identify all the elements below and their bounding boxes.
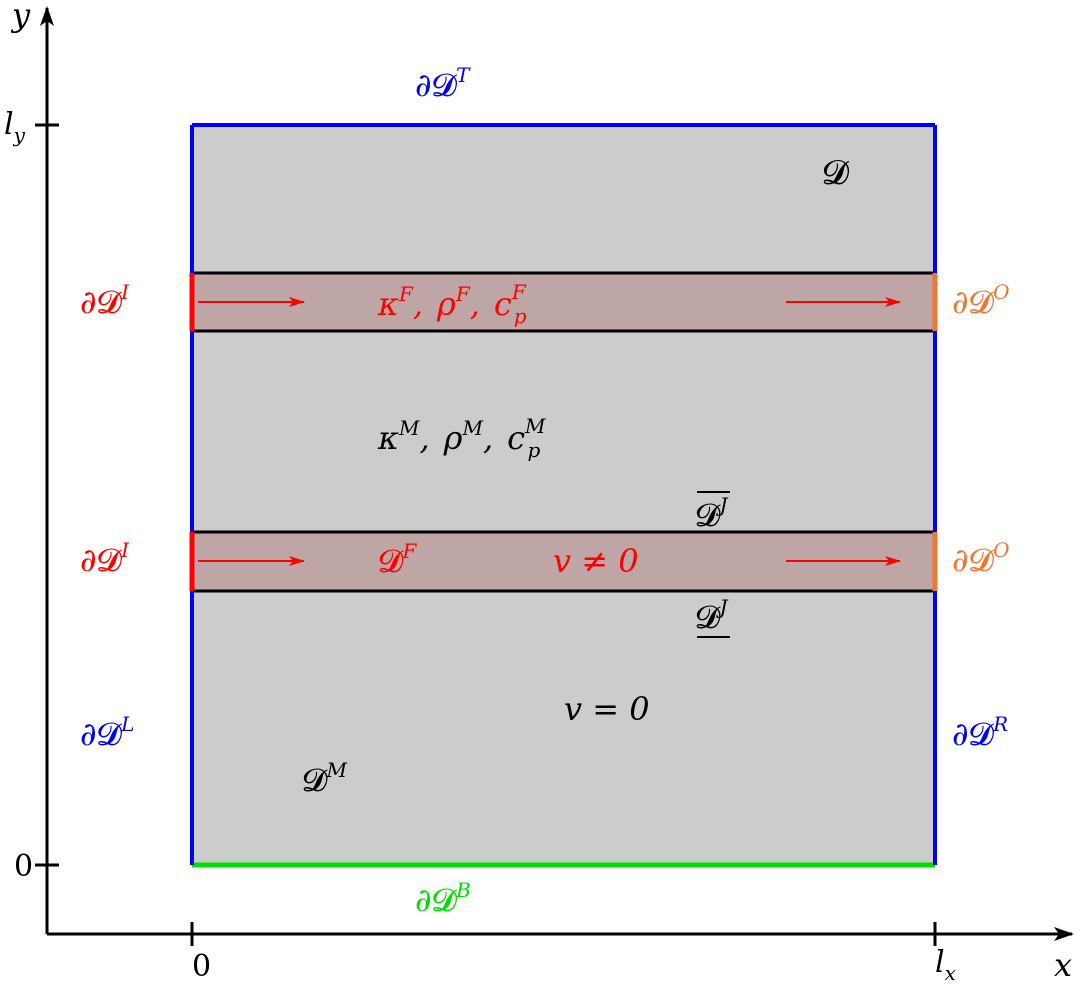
boundary-left-label: ∂𝓓L bbox=[80, 712, 134, 753]
matrix-properties-label: κM, ρM, cM p bbox=[377, 414, 546, 462]
x-tick-label-lx: lx bbox=[935, 945, 956, 985]
domain-rectangle bbox=[192, 125, 935, 865]
x-axis-label: x bbox=[1054, 946, 1072, 984]
domain-label: 𝓓 bbox=[822, 153, 850, 193]
outlet-upper-label: ∂𝓓O bbox=[952, 280, 1010, 321]
inlet-upper-label: ∂𝓓I bbox=[80, 280, 130, 321]
fracture-region-label: 𝓓F bbox=[378, 539, 418, 580]
fracture-properties-label: κF, ρF, cF p bbox=[377, 280, 527, 328]
y-tick-label-ly: ly bbox=[4, 107, 26, 147]
fracture-velocity-label: v ≠ 0 bbox=[553, 542, 639, 580]
boundary-right-label: ∂𝓓R bbox=[952, 712, 1008, 753]
y-axis-label: y bbox=[10, 0, 31, 34]
matrix-region-label: 𝓓M bbox=[302, 758, 348, 799]
inlet-lower-label: ∂𝓓I bbox=[80, 538, 130, 579]
matrix-velocity-label: v = 0 bbox=[564, 690, 650, 728]
boundary-bottom-label: ∂𝓓B bbox=[415, 878, 471, 919]
x-tick-label-0: 0 bbox=[192, 949, 211, 984]
y-tick-label-0: 0 bbox=[14, 849, 33, 884]
boundary-top-label: ∂𝓓T bbox=[415, 63, 471, 104]
outlet-lower-label: ∂𝓓O bbox=[952, 538, 1010, 579]
interface-lower-label: 𝓓J bbox=[695, 595, 729, 636]
interface-upper-label: 𝓓J bbox=[695, 493, 729, 534]
